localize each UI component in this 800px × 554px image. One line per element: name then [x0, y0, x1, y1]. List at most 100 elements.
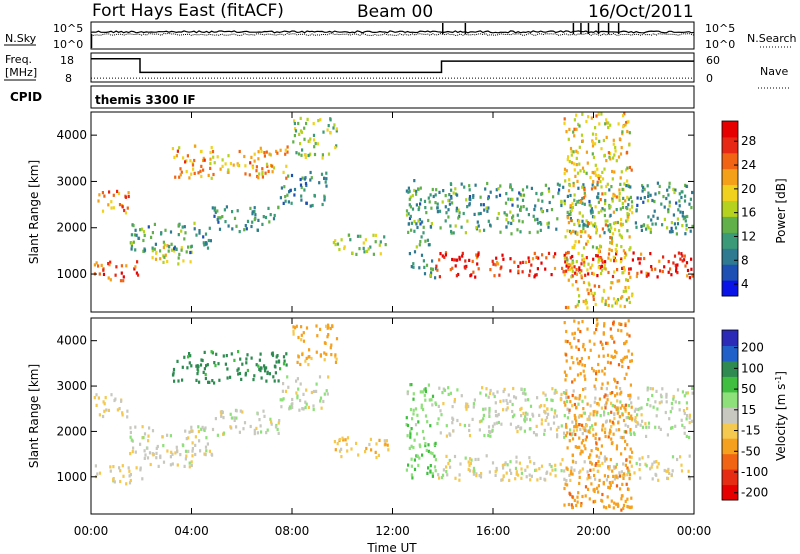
echo-cell: [139, 468, 142, 472]
echo-cell: [553, 411, 556, 415]
echo-cell: [258, 418, 261, 422]
echo-cell: [153, 222, 156, 226]
echo-cell: [569, 193, 572, 198]
echo-cell: [127, 191, 130, 195]
echo-cell: [606, 360, 610, 364]
echo-cell: [244, 373, 247, 377]
echo-cell: [654, 192, 657, 196]
echo-cell: [616, 411, 619, 415]
power-colorbar-label: Power [dB]: [774, 178, 788, 243]
echo-cell: [583, 411, 586, 415]
echo-cell: [578, 414, 581, 418]
echo-cell: [276, 427, 279, 431]
colorbar-swatch: [722, 216, 738, 233]
chart-title-date: 16/Oct/2011: [588, 2, 694, 22]
echo-cell: [189, 250, 192, 255]
echo-cell: [216, 155, 219, 159]
echo-cell: [216, 218, 219, 222]
echo-cell: [409, 205, 412, 209]
echo-cell: [605, 118, 608, 122]
echo-cell: [641, 456, 644, 460]
echo-cell: [676, 271, 679, 275]
echo-cell: [619, 387, 622, 391]
echo-cell: [602, 482, 605, 486]
echo-cell: [581, 112, 584, 116]
echo-cell: [612, 432, 615, 436]
echo-cell: [515, 426, 518, 430]
echo-cell: [607, 412, 610, 416]
echo-cell: [625, 372, 628, 376]
echo-cell: [610, 241, 613, 245]
echo-cell: [469, 461, 472, 466]
echo-cell: [468, 197, 471, 201]
echo-cell: [588, 415, 591, 419]
echo-cell: [139, 466, 142, 470]
echo-cell: [547, 225, 550, 229]
echo-cell: [601, 461, 604, 465]
echo-cell: [610, 499, 613, 503]
echo-cell: [482, 413, 485, 417]
echo-cell: [163, 243, 166, 247]
echo-cell: [566, 416, 569, 420]
echo-cell: [288, 407, 291, 411]
echo-cell: [202, 156, 205, 160]
echo-cell: [517, 269, 520, 273]
colorbar-swatch: [722, 264, 738, 281]
echo-cell: [159, 249, 162, 253]
echo-cell: [573, 498, 576, 502]
echo-cell: [554, 474, 557, 478]
echo-cell: [609, 391, 612, 395]
echo-cell: [445, 211, 448, 215]
echo-cell: [334, 146, 337, 150]
echo-cell: [565, 264, 568, 268]
echo-cell: [450, 196, 453, 200]
frequency-panel-frame: [90, 52, 695, 83]
echo-cell: [495, 195, 498, 199]
echo-cell: [127, 194, 130, 199]
echo-cell: [449, 465, 452, 469]
colorbar-frame: [721, 329, 739, 501]
echo-cell: [281, 389, 284, 393]
echo-cell: [619, 176, 622, 180]
echo-cell: [630, 359, 633, 363]
echo-cell: [431, 267, 434, 271]
echo-cell: [587, 281, 590, 285]
echo-cell: [488, 470, 491, 474]
echo-cell: [134, 265, 137, 269]
echo-cell: [555, 390, 558, 394]
echo-cell: [293, 187, 297, 192]
echo-cell: [496, 390, 499, 394]
echo-cell: [284, 148, 287, 152]
echo-cell: [597, 210, 600, 215]
echo-cell: [129, 430, 132, 435]
echo-cell: [495, 421, 498, 425]
echo-cell: [378, 243, 381, 247]
echo-cell: [688, 202, 691, 206]
echo-cell: [436, 202, 439, 206]
echo-cell: [614, 394, 617, 398]
x-tick-label: 20:00: [576, 524, 611, 538]
echo-cell: [449, 224, 452, 228]
nave-tick-low: 0: [706, 72, 713, 85]
echo-cell: [329, 131, 332, 135]
echo-cell: [638, 261, 641, 265]
echo-cell: [594, 126, 597, 130]
echo-cell: [600, 112, 603, 116]
x-tick-label: 12:00: [375, 524, 410, 538]
echo-cell: [594, 186, 597, 190]
echo-cell: [622, 476, 625, 480]
echo-cell: [325, 177, 328, 181]
echo-cell: [330, 343, 333, 347]
echo-cell: [675, 269, 678, 273]
echo-cell: [291, 397, 294, 402]
echo-cell: [641, 189, 644, 193]
echo-cell: [593, 342, 596, 346]
echo-cell: [118, 203, 122, 207]
echo-cell: [458, 255, 461, 259]
cpid-panel: CPID themis 3300 IF: [10, 85, 695, 109]
echo-cell: [510, 221, 513, 225]
echo-cell: [282, 355, 286, 359]
n-sky-label: N.Sky: [5, 32, 37, 45]
echo-cell: [297, 152, 301, 156]
echo-cell: [207, 173, 210, 177]
